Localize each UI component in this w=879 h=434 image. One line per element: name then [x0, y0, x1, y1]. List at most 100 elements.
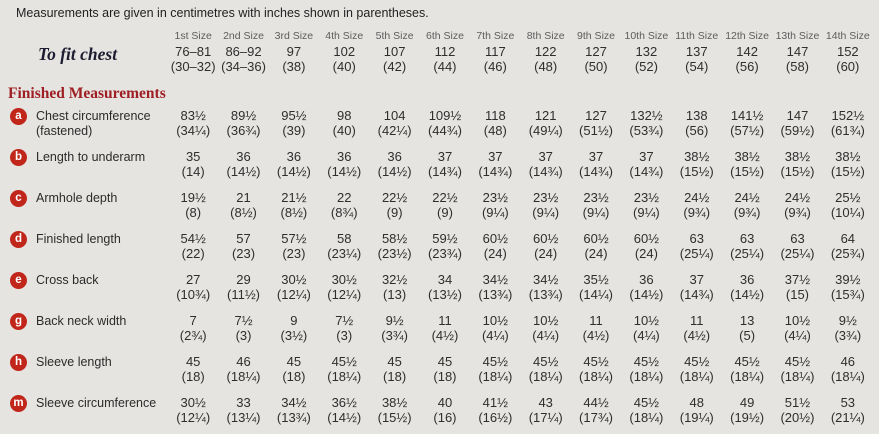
value-b-2-cm: 36 [236, 149, 251, 164]
value-c-4-cm: 22 [337, 190, 352, 205]
value-e-4-inches: (12¼) [327, 287, 362, 302]
to-fit-value-8-inches: (48) [534, 59, 558, 74]
value-c-3: 21½ (8½) [269, 190, 319, 229]
value-c-3-cm: 21½ [281, 190, 307, 205]
row-badge-g: g [10, 313, 27, 330]
row-label-d: Finished length [36, 231, 121, 247]
value-b-9-cm: 37 [588, 149, 604, 164]
value-g-13: 10½ (4¼) [772, 313, 822, 352]
value-d-3: 57½ (23) [269, 231, 319, 270]
value-d-6: 59½ (23¾) [420, 231, 470, 270]
value-b-9-inches: (14¾) [579, 164, 613, 179]
value-g-12-inches: (5) [739, 328, 756, 343]
to-fit-value-12-cm: 142 [736, 44, 758, 59]
value-a-14-cm: 152½ [831, 108, 865, 123]
value-b-11: 38½ (15½) [672, 149, 722, 188]
value-b-5-inches: (14½) [377, 164, 412, 179]
row-label-c: Armhole depth [36, 190, 117, 206]
value-g-10-cm: 10½ [633, 313, 660, 328]
value-b-14-inches: (15½) [830, 164, 865, 179]
value-a-7: 118 (48) [470, 108, 520, 147]
value-a-13-inches: (59½) [780, 123, 815, 138]
value-e-11-inches: (14¾) [679, 287, 714, 302]
value-m-12: 49 (19½) [722, 395, 772, 434]
value-d-7-inches: (24) [483, 246, 507, 261]
value-e-12-inches: (14½) [730, 287, 765, 302]
value-h-10-inches: (18¼) [629, 369, 664, 384]
measurement-row-m: m Sleeve circumference 30½ (12¼) 33 (13¼) 34½(… [8, 393, 873, 434]
value-e-4: 30½ (12¼) [319, 272, 369, 311]
value-a-7-inches: (48) [483, 123, 507, 138]
value-e-5: 32½ (13) [369, 272, 419, 311]
value-c-13-cm: 24½ [784, 190, 811, 205]
value-g-12-cm: 13 [739, 313, 755, 328]
value-c-1-cm: 19½ [180, 190, 206, 205]
to-fit-value-2: 86–92 (34–36) [218, 44, 268, 82]
value-e-1-cm: 27 [185, 272, 201, 287]
value-a-9-cm: 127 [585, 108, 607, 123]
value-a-1-cm: 83½ [180, 108, 206, 123]
to-fit-value-5-inches: (42) [383, 59, 407, 74]
value-b-4-inches: (14½) [327, 164, 362, 179]
value-e-14-inches: (15¾) [830, 287, 865, 302]
to-fit-value-10-cm: 132 [635, 44, 658, 59]
size-column-header-3: 3rd Size [274, 30, 314, 42]
row-label-cell-d: d Finished length [8, 231, 168, 270]
value-a-3: 95½ (39) [269, 108, 319, 147]
value-m-12-inches: (19½) [730, 410, 765, 425]
row-label-cell-c: c Armhole depth [8, 190, 168, 229]
row-label-cell-h: h Sleeve length [8, 354, 168, 393]
value-c-1: 19½ (8) [168, 190, 218, 229]
value-c-8: 23½ (9¼) [521, 190, 571, 229]
value-c-4-inches: (8¾) [330, 205, 358, 220]
value-d-14-inches: (25¾) [830, 246, 865, 261]
value-h-12-cm: 45½ [734, 354, 760, 369]
row-label-cell-g: g Back neck width [8, 313, 168, 352]
value-e-10: 36 (14½) [621, 272, 671, 311]
value-a-4: 98 (40) [319, 108, 369, 147]
value-h-2-inches: (18¼) [226, 369, 261, 384]
value-g-2-cm: 7½ [234, 313, 253, 328]
row-label-cell-e: e Cross back [8, 272, 168, 311]
to-fit-value-6-cm: 112 [434, 44, 456, 59]
value-d-8: 60½ (24) [521, 231, 571, 270]
value-a-14-inches: (61¾) [830, 123, 865, 138]
row-label-cell-b: b Length to underarm [8, 149, 168, 188]
value-b-10: 37 (14¾) [621, 149, 671, 188]
value-e-8-cm: 34½ [533, 272, 559, 287]
size-column-header-2: 2nd Size [223, 30, 264, 42]
value-d-2: 57 (23) [218, 231, 268, 270]
value-d-10: 60½ (24) [621, 231, 671, 270]
value-e-9: 35½ (14¼) [571, 272, 621, 311]
value-m-9-inches: (17¾) [579, 410, 613, 425]
value-b-3-inches: (14½) [276, 164, 311, 179]
measurement-row-d: d Finished length 54½ (22) 57 (23) 57½ (23) 58 (2… [8, 229, 873, 270]
value-a-10-cm: 132½ [630, 108, 663, 123]
value-c-11-inches: (9¾) [683, 205, 711, 220]
to-fit-value-2-inches: (34–36) [221, 59, 266, 74]
value-c-1-inches: (8) [185, 205, 202, 220]
value-c-14-cm: 25½ [835, 190, 861, 205]
value-m-4-cm: 36½ [331, 395, 357, 410]
value-h-3-inches: (18) [282, 369, 306, 384]
value-c-8-inches: (9¼) [532, 205, 560, 220]
value-c-11: 24½ (9¾) [672, 190, 722, 229]
value-e-1: 27 (10¾) [168, 272, 218, 311]
value-e-9-cm: 35½ [583, 272, 609, 287]
value-e-4-cm: 30½ [331, 272, 357, 287]
value-b-8-inches: (14¾) [528, 164, 563, 179]
value-c-9-inches: (9¼) [582, 205, 610, 220]
to-fit-value-9-inches: (50) [584, 59, 608, 74]
to-fit-value-4-cm: 102 [333, 44, 356, 59]
value-d-4-inches: (23¼) [327, 246, 362, 261]
size-column-header-12: 12th Size [725, 30, 769, 42]
size-column-header-11: 11th Size [675, 30, 719, 42]
row-label-h: Sleeve length [36, 354, 112, 370]
to-fit-value-10: 132 (52) [621, 44, 671, 82]
value-m-5-inches: (15½) [377, 410, 412, 425]
row-label-line: Armhole depth [36, 191, 118, 205]
value-g-13-cm: 10½ [784, 313, 811, 328]
value-g-1-inches: (2¾) [179, 328, 207, 343]
value-h-7: 45½ (18¼) [470, 354, 520, 393]
to-fit-value-3-cm: 97 [286, 44, 302, 59]
